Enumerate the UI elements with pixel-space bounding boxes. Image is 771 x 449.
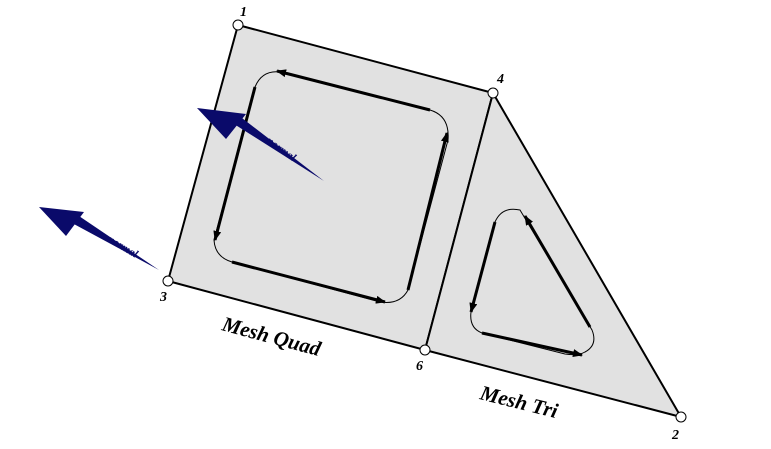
- vertex-normal-arrow: [39, 207, 159, 270]
- vertex-2-marker: [675, 411, 687, 423]
- tri-circulation-arrow-left: [469, 221, 497, 313]
- vertex-4-marker: [487, 87, 499, 99]
- vertex-normal-arrow-shaft: [72, 214, 159, 270]
- vertex-6-label: 6: [416, 359, 423, 374]
- vertex-3-marker: [162, 275, 174, 287]
- quad-circulation-arrow-left: [213, 86, 257, 241]
- vertex-1-label: 1: [240, 5, 247, 20]
- quad-circulation-arrow-top: [276, 69, 431, 112]
- vertex-normal-label: normal: [105, 233, 140, 261]
- quad-normal-arrow-head: [197, 108, 246, 139]
- vertex-normal-arrow-head: [39, 207, 84, 236]
- vertex-1-marker: [232, 19, 244, 31]
- quad-circulation-arrow-right: [406, 132, 449, 291]
- vertex-6-marker: [419, 344, 431, 356]
- vertex-4-label: 4: [496, 72, 504, 87]
- tri-circulation-arrow-diag: [523, 215, 592, 328]
- quad-circulation-arrow-bottom: [231, 260, 386, 304]
- quad-normal-arrow-shaft: [234, 115, 324, 181]
- vertex-2-label: 2: [671, 428, 679, 443]
- quad-normal-arrow: [197, 108, 324, 181]
- vertex-3-label: 3: [159, 290, 167, 305]
- mesh-tri-label: Mesh Tri: [477, 380, 561, 423]
- tri-circulation-arrow-bottom: [481, 331, 583, 357]
